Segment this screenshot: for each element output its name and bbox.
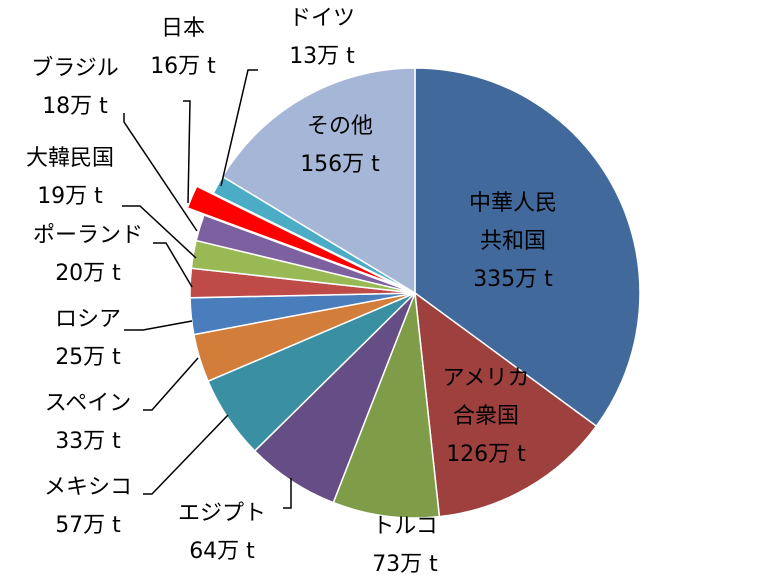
slice-value-label-13: 156万 t — [300, 152, 380, 177]
slice-value-label-12: 13万 t — [289, 44, 355, 69]
pie-slice-13 — [221, 67, 416, 295]
slice-value-label-5: 57万 t — [55, 513, 121, 538]
slice-value-label-2: 126万 t — [446, 442, 526, 467]
leader-line-4 — [283, 478, 292, 509]
leader-lines — [122, 69, 292, 509]
pie-slice-1 — [414, 67, 641, 428]
leader-line-6 — [143, 357, 199, 411]
slice-value-label-8: 20万 t — [55, 261, 121, 286]
slice-value-label-4: 64万 t — [189, 539, 255, 564]
pie-slice-10 — [195, 214, 416, 294]
leader-line-11 — [183, 100, 191, 204]
pie-slice-11 — [186, 185, 399, 287]
slice-label-1: 共和国 — [480, 229, 546, 254]
leader-line-9 — [122, 205, 197, 259]
leader-line-8 — [153, 242, 193, 288]
slice-label-8: ポーランド — [33, 223, 143, 248]
slice-label-2: 合衆国 — [453, 404, 519, 429]
slice-value-label-3: 73万 t — [372, 552, 438, 577]
leader-line-10 — [123, 113, 198, 232]
slice-value-label-7: 25万 t — [55, 345, 121, 370]
pie-slice-3 — [332, 292, 441, 519]
slice-label-5: メキシコ — [44, 475, 132, 500]
slice-value-label-10: 18万 t — [42, 94, 108, 119]
slice-value-label-1: 335万 t — [473, 267, 553, 292]
slice-label-3: トルコ — [372, 514, 438, 539]
leader-line-7 — [124, 320, 193, 331]
slice-value-label-11: 16万 t — [150, 54, 216, 79]
leader-line-12 — [220, 69, 258, 187]
slice-label-13: その他 — [307, 114, 373, 139]
slice-label-4: エジプト — [178, 501, 266, 526]
slice-label-12: ドイツ — [289, 6, 355, 31]
slice-label-6: スペイン — [45, 391, 131, 416]
slice-label-9: 大韓民国 — [26, 146, 114, 171]
slice-label-11: 日本 — [161, 16, 205, 41]
slice-value-label-9: 19万 t — [37, 184, 103, 209]
slice-label-7: ロシア — [55, 307, 121, 332]
slice-label-2: アメリカ — [443, 366, 530, 391]
slice-value-label-6: 33万 t — [55, 429, 121, 454]
slice-label-10: ブラジル — [31, 56, 119, 81]
pie-slices — [186, 67, 641, 519]
pie-slice-2 — [414, 291, 598, 518]
leader-line-5 — [143, 414, 229, 495]
slice-label-1: 中華人民 — [469, 191, 557, 216]
